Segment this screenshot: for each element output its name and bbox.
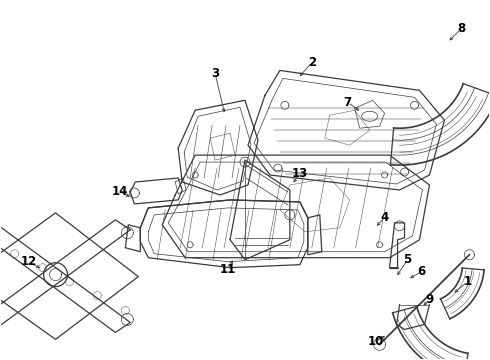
- Text: 4: 4: [380, 211, 389, 224]
- Text: 8: 8: [457, 22, 465, 35]
- Text: 1: 1: [464, 275, 471, 288]
- Text: 5: 5: [403, 253, 412, 266]
- Text: 11: 11: [220, 263, 236, 276]
- Text: 14: 14: [112, 185, 128, 198]
- Text: 6: 6: [417, 265, 426, 278]
- Text: 7: 7: [343, 96, 352, 109]
- Text: 10: 10: [368, 335, 384, 348]
- Text: 12: 12: [21, 255, 37, 268]
- Text: 13: 13: [292, 167, 308, 180]
- Text: 2: 2: [308, 56, 316, 69]
- Text: 9: 9: [425, 293, 434, 306]
- Text: 3: 3: [211, 67, 219, 80]
